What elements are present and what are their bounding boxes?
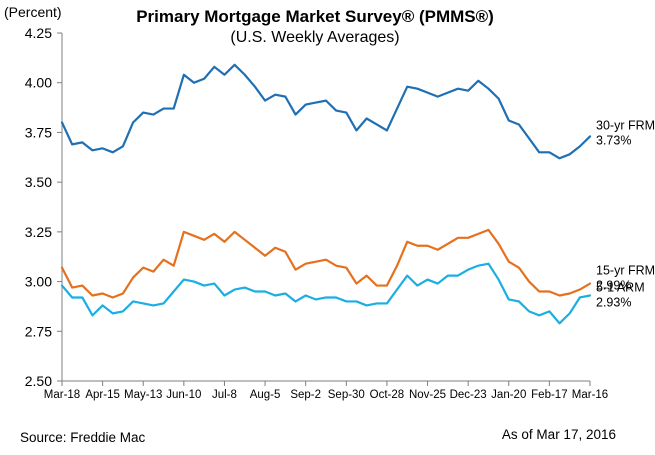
series-line-5-1-arm [60, 262, 592, 325]
x-tick-label: Sep-2 [290, 389, 321, 401]
x-tick-label: Oct-28 [370, 389, 405, 401]
series-label-15-yr-frm: 15-yr FRM [596, 264, 655, 278]
x-tick-label: Mar-18 [44, 389, 80, 401]
x-tick-label: Sep-30 [328, 389, 365, 401]
x-tick-label: Dec-23 [450, 389, 487, 401]
x-tick-label: Nov-25 [409, 389, 446, 401]
y-tick-label: 2.75 [25, 323, 52, 339]
chart-title: Primary Mortgage Market Survey® (PMMS®) [136, 7, 494, 26]
x-tick-label: Jul-8 [212, 389, 237, 401]
axes [57, 32, 591, 386]
series-label-5-1-arm: 5-1 ARM [596, 280, 645, 294]
as-of-note: As of Mar 17, 2016 [502, 427, 616, 442]
y-tick-label: 3.50 [25, 174, 52, 190]
x-tick-label: Jun-10 [166, 389, 201, 401]
y-tick-label: 3.75 [25, 124, 52, 140]
x-tick-label: Apr-15 [85, 389, 120, 401]
series-value-30-yr-frm: 3.73% [596, 133, 631, 147]
series-value-15-yr-frm: 2.99% [596, 279, 631, 293]
series-lines [60, 63, 592, 325]
series-value-5-1-arm: 2.93% [596, 295, 631, 309]
x-tick-label: May-13 [124, 389, 162, 401]
series-line-30-yr-frm [60, 63, 592, 160]
x-tick-label: Mar-16 [572, 389, 608, 401]
y-tick-label: 3.25 [25, 224, 52, 240]
y-tick-label: 4.00 [25, 75, 52, 91]
chart-subtitle: (U.S. Weekly Averages) [230, 29, 399, 46]
y-tick-label: 4.25 [25, 25, 52, 41]
x-tick-labels: Mar-18 Apr-15 May-13 Jun-10 Jul-8 Aug-5 Sep-2 S… [44, 389, 608, 401]
y-tick-labels: 2.50 2.75 3.00 3.25 3.50 3.75 4.00 4.25 [25, 25, 52, 389]
x-tick-label: Jan-20 [491, 389, 526, 401]
x-tick-label: Aug-5 [250, 389, 281, 401]
y-axis-label: (Percent) [4, 4, 62, 20]
x-tick-label: Feb-17 [531, 389, 567, 401]
series-line-15-yr-frm [60, 228, 592, 299]
y-tick-label: 2.50 [25, 373, 52, 389]
source-note: Source: Freddie Mac [20, 430, 146, 445]
y-tick-label: 3.00 [25, 274, 52, 290]
series-label-30-yr-frm: 30-yr FRM [596, 118, 655, 132]
